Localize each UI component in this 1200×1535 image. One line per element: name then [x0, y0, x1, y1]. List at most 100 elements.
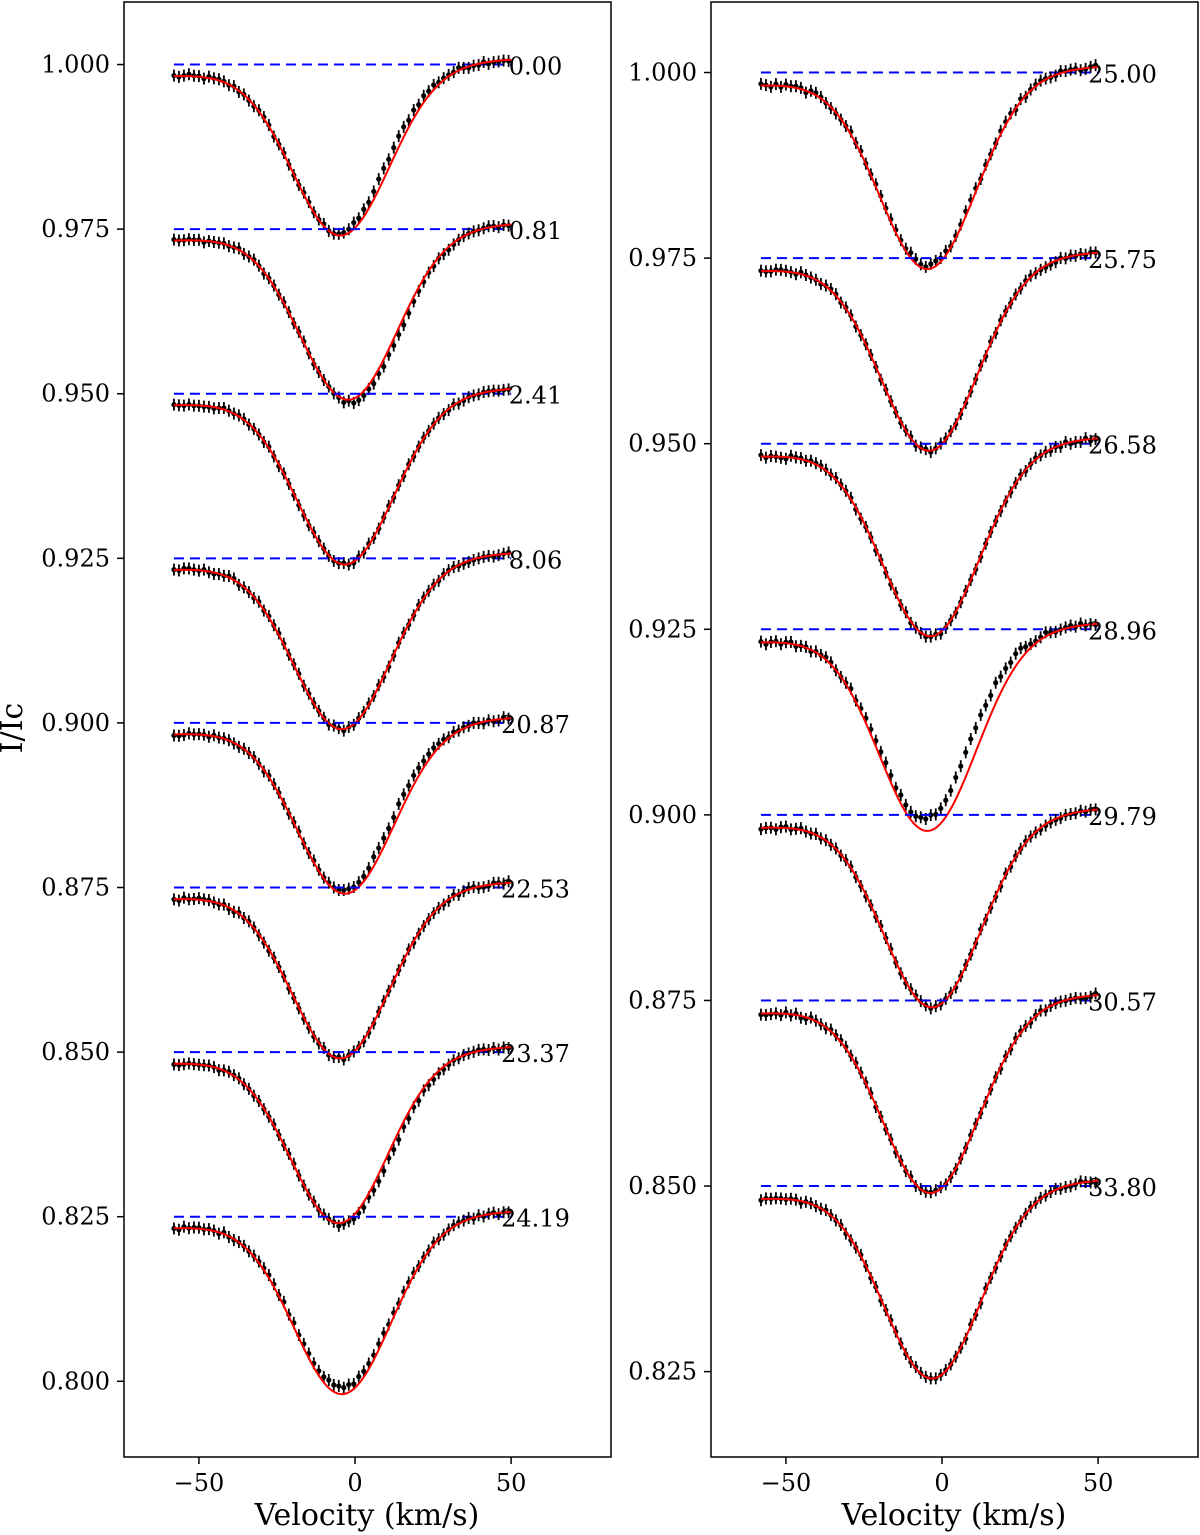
x-tick-label: 0	[347, 1469, 362, 1497]
observed-point	[351, 400, 357, 406]
observed-point	[341, 887, 347, 893]
y-tick-label: 0.875	[41, 874, 110, 902]
observed-point	[391, 145, 397, 151]
observed-points	[171, 219, 512, 409]
y-tick-label: 1.000	[41, 51, 110, 79]
observed-point	[968, 736, 974, 742]
observed-point	[371, 1187, 377, 1193]
y-tick-label: 0.850	[41, 1038, 110, 1066]
observed-point	[963, 749, 969, 755]
observed-point	[381, 165, 387, 171]
observed-point	[918, 814, 924, 820]
observed-points	[758, 246, 1099, 459]
x-tick-label: 0	[934, 1469, 949, 1497]
x-tick-label: 50	[496, 1469, 527, 1497]
observed-point	[381, 364, 387, 370]
panel-right: 25.00 25.75 26.58 28.96 29.79 30.57 33.80 0.82…	[628, 1, 1199, 1533]
observed-points	[758, 1175, 1099, 1385]
observed-point	[371, 854, 377, 860]
profile-series: 28.96	[758, 617, 1157, 832]
observed-point	[1018, 645, 1024, 651]
observed-point	[381, 1168, 387, 1174]
observed-point	[401, 791, 407, 797]
panel-left-y-ticks: 0.800 0.825 0.850 0.875 0.900 0.925 0.950 0.975…	[41, 51, 124, 1395]
observed-point	[888, 772, 894, 778]
observed-point	[938, 805, 944, 811]
observed-point	[361, 206, 367, 212]
profile-series: 25.00	[758, 59, 1157, 273]
observed-point	[356, 215, 362, 221]
y-tick-label: 0.975	[628, 244, 697, 272]
observed-point	[1008, 659, 1014, 666]
observed-point	[416, 1098, 422, 1104]
panel-left-x-axis-label: Velocity (km/s)	[254, 1498, 480, 1533]
panel-left-x-ticks: −50 0 50	[174, 1457, 527, 1497]
observed-point	[346, 226, 352, 232]
model-curve	[173, 717, 512, 895]
phase-label: 22.53	[501, 876, 570, 904]
observed-point	[376, 1178, 382, 1184]
observed-point	[171, 1225, 177, 1232]
y-tick-label: 0.950	[628, 430, 697, 458]
model-curve	[760, 1179, 1099, 1380]
observed-point	[406, 1115, 412, 1122]
model-curve	[173, 1210, 512, 1396]
phase-label: 25.75	[1088, 246, 1157, 274]
observed-point	[386, 825, 392, 831]
observed-point	[341, 1385, 347, 1391]
observed-point	[401, 124, 407, 130]
phase-label: 8.06	[509, 546, 562, 574]
observed-point	[336, 1223, 342, 1229]
profile-series: 25.75	[758, 246, 1157, 459]
profile-series: 20.87	[171, 711, 570, 897]
observed-point	[426, 88, 432, 94]
model-curve	[173, 223, 512, 401]
profile-series: 33.80	[758, 1174, 1157, 1385]
model-curve	[760, 994, 1099, 1195]
phase-label: 28.96	[1088, 617, 1157, 645]
panel-left-frame	[123, 1, 612, 1458]
observed-point	[321, 1374, 327, 1380]
observed-point	[411, 772, 417, 779]
observed-point	[391, 1147, 397, 1153]
observed-point	[406, 310, 412, 316]
observed-points	[758, 432, 1099, 643]
y-tick-label: 0.950	[41, 380, 110, 408]
profile-series: 26.58	[758, 432, 1157, 643]
profile-series: 29.79	[758, 803, 1157, 1015]
x-tick-label: −50	[761, 1469, 812, 1497]
model-curve	[760, 251, 1099, 452]
phase-label: 23.37	[501, 1040, 570, 1068]
observed-point	[356, 879, 362, 885]
phase-label: 24.19	[501, 1205, 570, 1233]
observed-point	[421, 758, 427, 764]
observed-point	[928, 261, 934, 267]
phase-label: 29.79	[1088, 803, 1157, 831]
observed-point	[356, 397, 362, 403]
observed-point	[908, 809, 914, 815]
observed-point	[923, 816, 929, 822]
observed-point	[993, 680, 999, 686]
y-tick-label: 0.825	[628, 1358, 697, 1386]
observed-point	[361, 1368, 367, 1374]
panel-right-x-ticks: −50 0 50	[761, 1457, 1113, 1497]
y-tick-label: 1.000	[628, 59, 697, 87]
panel-right-plot: 25.00 25.75 26.58 28.96 29.79 30.57 33.80	[758, 59, 1157, 1385]
observed-point	[943, 797, 949, 803]
observed-point	[396, 801, 402, 807]
observed-point	[366, 865, 372, 871]
model-curve	[173, 58, 512, 237]
panel-left-y-axis-label: I/Ic	[0, 703, 30, 754]
observed-point	[948, 787, 954, 794]
phase-label: 33.80	[1088, 1174, 1157, 1202]
observed-point	[426, 751, 432, 757]
observed-point	[331, 1382, 337, 1388]
observed-point	[356, 1374, 362, 1380]
phase-label: 2.41	[509, 382, 562, 410]
observed-point	[361, 392, 367, 399]
profile-series: 2.41	[171, 382, 562, 571]
observed-point	[978, 712, 984, 718]
observed-point	[983, 702, 989, 708]
model-curve	[760, 622, 1099, 832]
phase-label: 26.58	[1088, 432, 1157, 460]
